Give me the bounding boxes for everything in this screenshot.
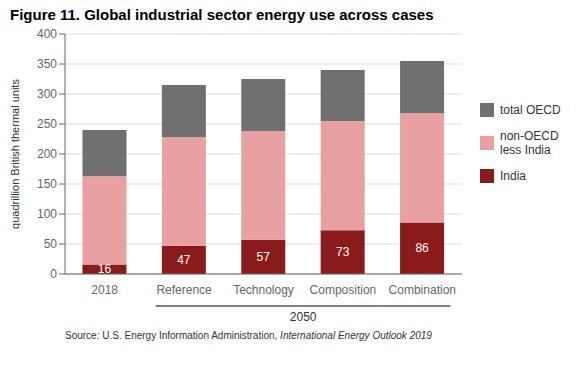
svg-text:150: 150 xyxy=(37,177,57,191)
svg-text:300: 300 xyxy=(37,87,57,101)
html-text:India: India xyxy=(500,169,526,183)
svg-text:57: 57 xyxy=(257,250,271,264)
svg-text:86: 86 xyxy=(415,241,429,255)
svg-text:2050: 2050 xyxy=(290,310,317,324)
svg-text:250: 250 xyxy=(37,117,57,131)
html-text:less India: less India xyxy=(500,143,551,157)
svg-text:Composition: Composition xyxy=(310,283,377,297)
html-text:non-OECD: non-OECD xyxy=(500,129,559,143)
svg-text:200: 200 xyxy=(37,147,57,161)
html-text:Figure 11. Global industrial s: Figure 11. Global industrial sector ener… xyxy=(10,6,434,23)
svg-text:Technology: Technology xyxy=(233,283,294,297)
html-text:Source: U.S. Energy Informatio: Source: U.S. Energy Information Administ… xyxy=(65,330,432,341)
svg-text:73: 73 xyxy=(336,245,350,259)
svg-text:2018: 2018 xyxy=(91,283,118,297)
svg-text:350: 350 xyxy=(37,57,57,71)
svg-text:100: 100 xyxy=(37,207,57,221)
svg-text:Combination: Combination xyxy=(389,283,456,297)
html-text:total OECD: total OECD xyxy=(500,103,561,117)
svg-text:50: 50 xyxy=(44,237,58,251)
svg-text:400: 400 xyxy=(37,27,57,41)
svg-text:0: 0 xyxy=(50,267,57,281)
svg-text:16: 16 xyxy=(98,262,112,276)
svg-text:47: 47 xyxy=(177,253,191,267)
svg-text:quadrillion British thermal un: quadrillion British thermal units xyxy=(9,79,21,229)
svg-text:Reference: Reference xyxy=(156,283,212,297)
